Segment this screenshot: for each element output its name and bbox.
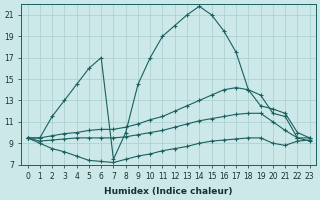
X-axis label: Humidex (Indice chaleur): Humidex (Indice chaleur) — [104, 187, 233, 196]
